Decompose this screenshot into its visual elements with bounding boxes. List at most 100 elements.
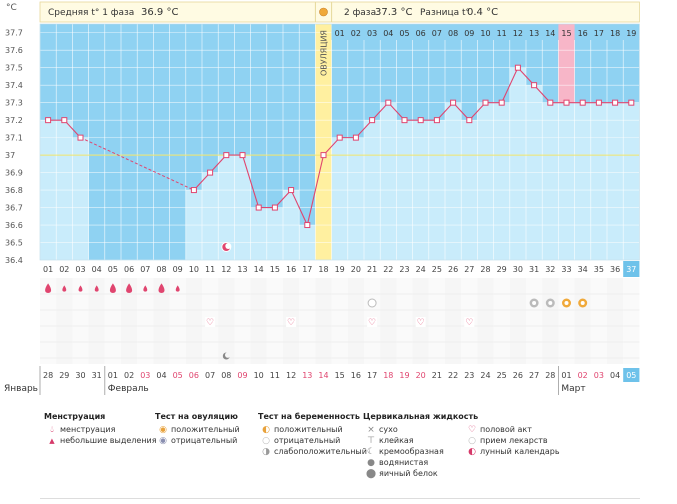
temperature-point[interactable]: [514, 64, 521, 71]
menstruation-drop-icon[interactable]: [158, 283, 165, 293]
temperature-point[interactable]: [320, 152, 327, 159]
legend-item: лунный календарь: [480, 447, 560, 456]
cycle-day-label: 12: [221, 265, 231, 274]
column-upper: [445, 24, 462, 103]
icon-column: [347, 278, 364, 364]
cycle-day-label: 09: [173, 265, 183, 274]
menstruation-drop-icon[interactable]: [109, 283, 116, 293]
menstruation-drop-icon[interactable]: [45, 283, 52, 293]
day-column: [542, 24, 559, 261]
temperature-point[interactable]: [482, 99, 489, 106]
menstruation-drop-icon[interactable]: [62, 285, 67, 292]
menstruation-drop-icon[interactable]: [126, 283, 133, 293]
temperature-point[interactable]: [547, 99, 554, 106]
temperature-point[interactable]: [401, 117, 408, 124]
heart-icon[interactable]: ♡: [287, 318, 295, 328]
date-label: 24: [480, 371, 490, 380]
temperature-point[interactable]: [531, 82, 538, 89]
phase2-day-label: 12: [513, 29, 523, 38]
day-column: [137, 24, 154, 260]
temperature-point[interactable]: [61, 117, 68, 124]
icon-column: [218, 278, 235, 364]
temperature-point[interactable]: [304, 222, 311, 229]
date-label: 16: [351, 371, 361, 380]
temperature-point[interactable]: [612, 99, 619, 106]
temperature-point[interactable]: [450, 99, 457, 106]
date-label: 01: [108, 371, 118, 380]
temperature-point[interactable]: [45, 117, 52, 124]
column-lower: [250, 207, 267, 260]
temperature-point[interactable]: [352, 134, 359, 141]
heart-icon[interactable]: ♡: [417, 318, 425, 328]
cycle-day-label: 19: [335, 265, 345, 274]
temperature-point[interactable]: [628, 99, 635, 106]
menstruation-drop-icon[interactable]: [94, 285, 99, 292]
temperature-point[interactable]: [77, 134, 84, 141]
temperature-point[interactable]: [223, 152, 230, 159]
temperature-point[interactable]: [288, 187, 295, 194]
cycle-day-label: 21: [367, 265, 377, 274]
ovulation-label: ОВУЛЯЦИЯ: [320, 30, 329, 76]
temperature-point[interactable]: [239, 152, 246, 159]
pregnancy-test-icon[interactable]: [367, 298, 377, 308]
test-center: [580, 301, 585, 305]
column-upper: [283, 24, 300, 191]
heart-icon[interactable]: ♡: [465, 318, 473, 328]
unit-label: °C: [6, 3, 17, 13]
menstruation-drop-icon[interactable]: [175, 285, 180, 292]
temperature-point[interactable]: [498, 99, 505, 106]
date-label: 20: [416, 371, 426, 380]
cycle-day-label: 22: [383, 265, 393, 274]
column-lower: [509, 67, 526, 260]
day-column: [56, 24, 73, 260]
temperature-point[interactable]: [433, 117, 440, 124]
temperature-point[interactable]: [255, 204, 262, 211]
menstruation-drop-icon[interactable]: [78, 285, 83, 292]
temperature-point[interactable]: [595, 99, 602, 106]
day-column: [331, 24, 348, 260]
column-lower: [493, 102, 510, 261]
temperature-point[interactable]: [369, 117, 376, 124]
y-tick-label: 37: [5, 151, 15, 160]
temperature-point[interactable]: [336, 134, 343, 141]
date-label: 27: [529, 371, 539, 380]
menstruation-drop-icon[interactable]: [143, 285, 148, 292]
day-column: [623, 24, 640, 261]
month-label: Январь: [4, 384, 38, 394]
date-label: 28: [43, 371, 53, 380]
pill-icon: ○: [468, 435, 476, 446]
legend-title: Тест на овуляцию: [155, 412, 238, 421]
heart-icon[interactable]: ♡: [206, 318, 214, 328]
temperature-point[interactable]: [207, 169, 214, 176]
date-label: 17: [367, 371, 377, 380]
cycle-day-label: 25: [432, 265, 442, 274]
day-column: [250, 24, 267, 260]
icon-column: [299, 278, 316, 364]
temperature-point[interactable]: [579, 99, 586, 106]
phase2-day-label: 16: [578, 29, 588, 38]
temperature-point[interactable]: [385, 99, 392, 106]
day-column: [315, 24, 332, 260]
legend-menstruation: Менструация 💧︎ менструация ▲ небольшие выд…: [44, 412, 157, 446]
temperature-point[interactable]: [466, 117, 473, 124]
temperature-point[interactable]: [271, 204, 278, 211]
y-tick-label: 37.6: [5, 46, 23, 55]
temperature-point[interactable]: [190, 187, 197, 194]
column-missing: [121, 24, 138, 260]
heart-icon: ♡: [467, 424, 477, 435]
phase2-day-label: 03: [367, 29, 377, 38]
temperature-point[interactable]: [417, 117, 424, 124]
phase2-day-label: 10: [480, 29, 490, 38]
legend-item: яичный белок: [379, 469, 438, 478]
phase1-avg-label: Средняя t° 1 фаза: [48, 8, 134, 18]
temperature-point[interactable]: [563, 99, 570, 106]
column-lower: [266, 207, 283, 260]
cycle-day-label: 37: [626, 265, 636, 274]
heart-icon[interactable]: ♡: [368, 318, 376, 328]
icon-column: [234, 278, 251, 364]
cycle-day-label: 17: [302, 265, 312, 274]
column-upper: [380, 24, 397, 103]
icon-column: [623, 278, 640, 364]
day-column: [590, 24, 607, 261]
phase2-highlight: [558, 24, 575, 40]
